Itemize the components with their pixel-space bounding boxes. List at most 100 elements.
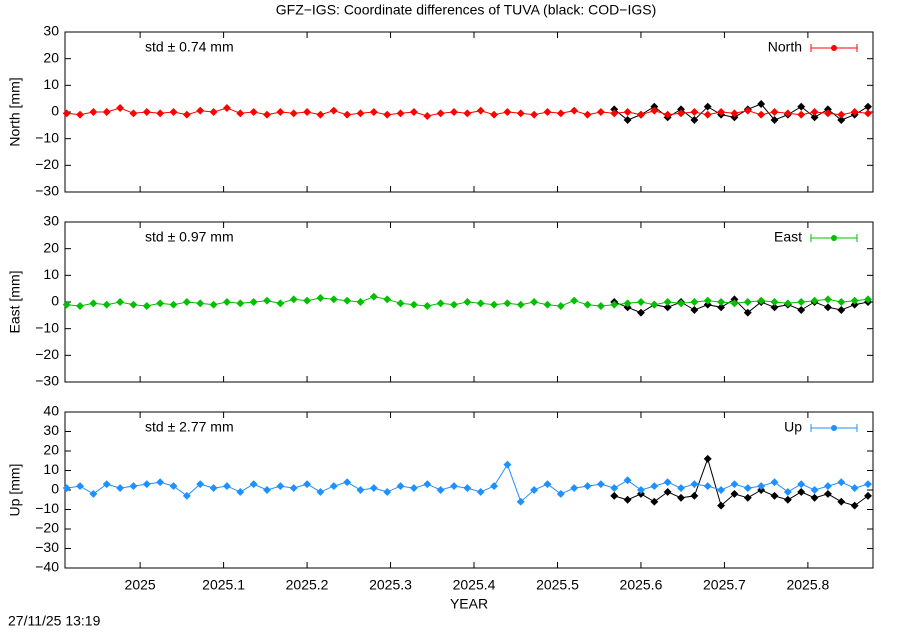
data-point (303, 296, 312, 305)
timestamp: 27/11/25 13:19 (8, 613, 101, 629)
data-point (743, 493, 752, 502)
data-point (196, 106, 205, 115)
data-point (343, 110, 352, 119)
data-point (690, 298, 699, 306)
data-point (864, 480, 872, 489)
x-tick-label: 2025.5 (536, 577, 579, 593)
data-point (156, 109, 165, 118)
y-tick-label: 10 (43, 461, 59, 477)
data-point (316, 487, 325, 496)
data-point (490, 300, 499, 309)
data-point (289, 484, 298, 493)
data-point (677, 484, 685, 493)
data-point (703, 300, 712, 309)
data-point (463, 484, 472, 493)
data-point (276, 299, 285, 308)
data-point (650, 482, 659, 491)
data-point (850, 501, 859, 510)
data-point (543, 300, 552, 309)
data-point (623, 303, 632, 312)
data-point (396, 482, 405, 491)
data-point (783, 299, 792, 308)
legend-swatch (831, 45, 837, 51)
data-point (690, 108, 699, 116)
data-point (343, 296, 352, 305)
data-point (690, 491, 699, 500)
data-point (129, 109, 138, 118)
y-tick-label: 30 (43, 213, 59, 229)
y-tick-label: −20 (35, 520, 59, 536)
data-point (209, 484, 218, 493)
chart-title: GFZ−IGS: Coordinate differences of TUVA … (276, 2, 656, 18)
data-point (102, 480, 111, 489)
data-point (596, 108, 605, 116)
data-point (703, 296, 712, 305)
data-point (463, 109, 472, 118)
data-point (169, 482, 178, 491)
data-point (703, 454, 712, 463)
data-point (476, 106, 485, 115)
y-tick-label: 30 (43, 422, 59, 438)
data-point (463, 298, 472, 306)
x-tick-label: 2025.2 (286, 577, 329, 593)
data-point (383, 487, 392, 496)
data-point (102, 300, 111, 309)
annotation: std ± 0.74 mm (145, 39, 234, 55)
annotation: std ± 0.97 mm (145, 229, 234, 245)
y-tick-label: −30 (35, 183, 59, 199)
data-point (663, 487, 672, 496)
y-axis-label: Up [mm] (7, 464, 23, 517)
x-axis-label: YEAR (450, 596, 488, 612)
data-point (289, 295, 298, 304)
y-tick-label: 40 (43, 403, 59, 419)
data-point (316, 294, 325, 302)
data-point (89, 489, 98, 498)
data-point (76, 482, 84, 491)
data-point (503, 299, 512, 308)
y-tick-label: 20 (43, 442, 59, 458)
data-point (850, 296, 859, 305)
data-point (823, 295, 832, 304)
data-point (222, 104, 231, 112)
data-point (209, 108, 218, 116)
data-point (770, 491, 779, 500)
data-point (770, 108, 779, 116)
data-point (543, 108, 552, 116)
data-point (503, 108, 512, 116)
data-point (249, 298, 258, 306)
data-point (423, 302, 432, 310)
data-point (556, 489, 565, 498)
data-point (596, 480, 605, 489)
data-point (383, 295, 392, 304)
data-point (850, 484, 859, 493)
data-point (263, 486, 271, 494)
data-point (476, 487, 485, 496)
data-point (797, 110, 806, 119)
data-point (409, 300, 418, 309)
x-tick-label: 2025.6 (620, 577, 663, 593)
data-point (76, 302, 84, 310)
data-point (530, 110, 539, 119)
data-point (770, 303, 779, 312)
data-point (182, 298, 191, 306)
y-tick-label: 20 (43, 239, 59, 255)
data-point (196, 480, 205, 489)
data-point (636, 110, 645, 119)
y-tick-label: 0 (51, 481, 59, 497)
y-tick-label: −40 (35, 559, 59, 575)
data-point (369, 108, 378, 116)
data-point (864, 491, 872, 500)
y-axis-label: East [mm] (7, 270, 23, 333)
data-point (450, 108, 458, 116)
data-point (703, 102, 712, 111)
data-point (516, 300, 525, 309)
y-tick-label: 0 (51, 293, 59, 309)
y-tick-label: 30 (43, 23, 59, 39)
data-point (276, 108, 285, 116)
y-tick-label: 0 (51, 103, 59, 119)
data-point (556, 109, 565, 118)
data-point (222, 298, 231, 306)
data-point (770, 478, 779, 487)
data-point (436, 299, 445, 308)
